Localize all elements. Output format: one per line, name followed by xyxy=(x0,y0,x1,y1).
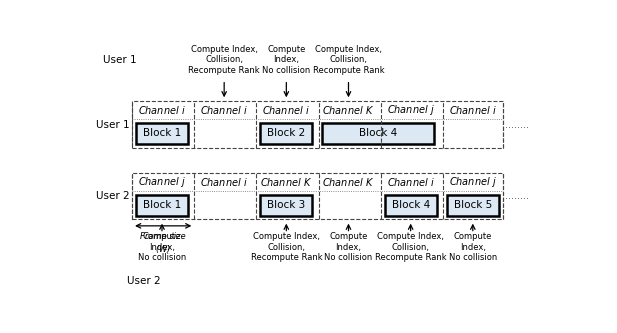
Text: ........: ........ xyxy=(505,120,529,130)
Text: User 1: User 1 xyxy=(104,56,137,66)
Text: Channel $i$: Channel $i$ xyxy=(387,176,434,188)
Text: Frame size
($W$): Frame size ($W$) xyxy=(141,232,186,255)
Text: ........: ........ xyxy=(505,191,529,201)
Bar xyxy=(132,173,503,219)
Text: Compute
Index,
No collision: Compute Index, No collision xyxy=(449,232,497,262)
Text: User 2: User 2 xyxy=(127,276,161,286)
Text: Block 3: Block 3 xyxy=(267,200,305,210)
Text: Channel $i$: Channel $i$ xyxy=(449,104,497,116)
Text: Channel $i$: Channel $i$ xyxy=(201,104,248,116)
Text: Compute
Index,
No collision: Compute Index, No collision xyxy=(262,45,310,75)
Text: Block 1: Block 1 xyxy=(143,200,181,210)
Text: Channel $i$: Channel $i$ xyxy=(262,104,310,116)
Text: User 2: User 2 xyxy=(96,191,130,201)
Bar xyxy=(260,123,312,144)
Text: Compute Index,
Collision,
Recompute Rank: Compute Index, Collision, Recompute Rank xyxy=(313,45,384,75)
Text: Channel $j$: Channel $j$ xyxy=(449,175,497,189)
Bar xyxy=(384,195,437,215)
Text: Compute Index,
Collision,
Recompute Rank: Compute Index, Collision, Recompute Rank xyxy=(188,45,260,75)
Text: Block 4: Block 4 xyxy=(359,128,397,138)
Bar xyxy=(447,195,499,215)
Text: Channel $K$: Channel $K$ xyxy=(260,176,312,188)
Text: Channel $j$: Channel $j$ xyxy=(138,175,186,189)
Text: User 1: User 1 xyxy=(96,120,130,130)
Text: Block 4: Block 4 xyxy=(392,200,430,210)
Text: Compute
Index,
No collision: Compute Index, No collision xyxy=(138,232,186,262)
Text: Channel $i$: Channel $i$ xyxy=(201,176,248,188)
Text: Channel $i$: Channel $i$ xyxy=(138,104,186,116)
Text: Compute Index,
Collision,
Recompute Rank: Compute Index, Collision, Recompute Rank xyxy=(251,232,322,262)
Text: Compute
Index,
No collision: Compute Index, No collision xyxy=(325,232,373,262)
Text: Block 1: Block 1 xyxy=(143,128,181,138)
Bar xyxy=(132,102,503,148)
Bar xyxy=(136,195,188,215)
Text: Compute Index,
Collision,
Recompute Rank: Compute Index, Collision, Recompute Rank xyxy=(375,232,447,262)
Text: Channel $K$: Channel $K$ xyxy=(323,104,375,116)
Text: Channel $K$: Channel $K$ xyxy=(323,176,375,188)
Bar xyxy=(136,123,188,144)
Bar xyxy=(260,195,312,215)
Bar xyxy=(323,123,434,144)
Text: Block 5: Block 5 xyxy=(453,200,492,210)
Text: Block 2: Block 2 xyxy=(267,128,305,138)
Text: Channel $j$: Channel $j$ xyxy=(387,103,434,117)
